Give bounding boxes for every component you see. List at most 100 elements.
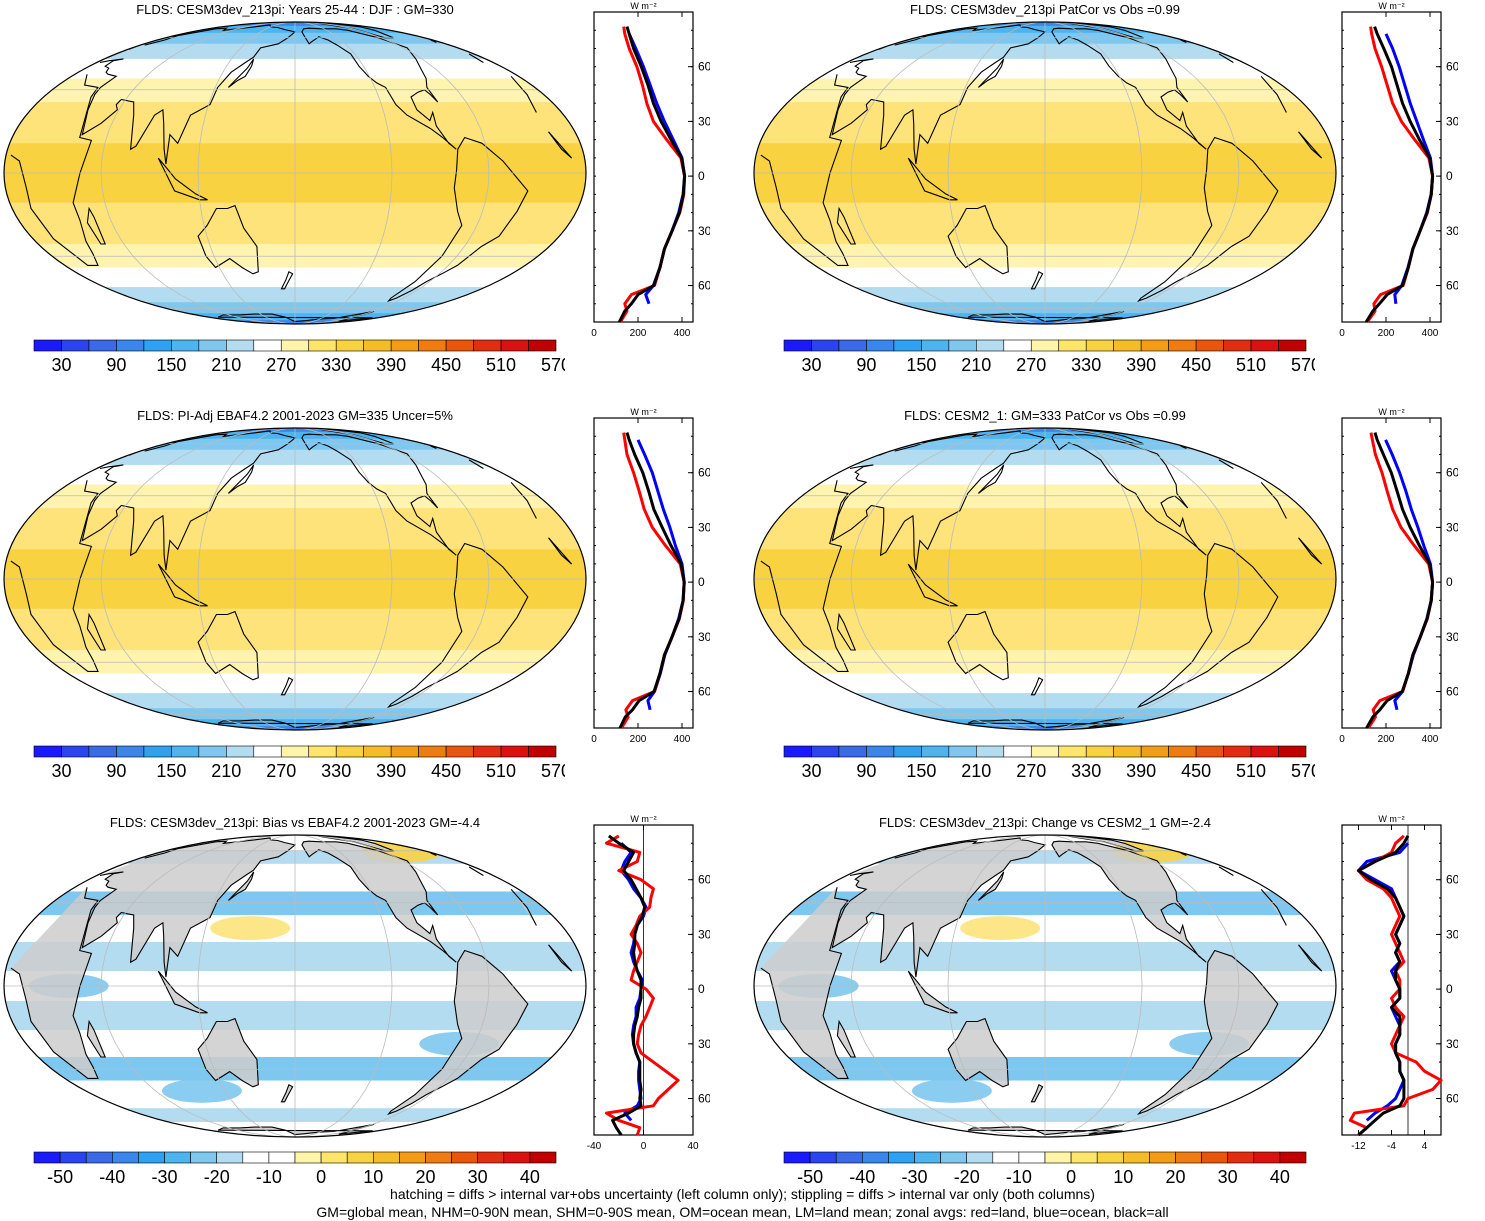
coastline-indonesia <box>907 970 958 1014</box>
colorbar-tick-label: 390 <box>376 355 406 375</box>
coastline-eurasia <box>81 24 484 165</box>
y-tick-label: 60N <box>1446 873 1458 887</box>
x-tick-label: 4 <box>1422 1141 1428 1152</box>
colorbar-box <box>1195 745 1224 758</box>
coastline-indonesia <box>907 563 958 607</box>
colorbar-box <box>280 745 310 758</box>
colorbar-box <box>346 1151 374 1164</box>
y-tick-label: 60N <box>1446 60 1458 74</box>
map-field <box>4 835 586 1137</box>
land-zonal-line <box>619 26 687 323</box>
colorbar-box <box>88 339 117 352</box>
panel-title: FLDS: CESM3dev_213pi: Change vs CESM2_1 … <box>878 815 1212 830</box>
x-tick-label: 200 <box>1378 734 1395 745</box>
colorbar-box <box>1085 745 1114 758</box>
colorbar-box <box>838 745 867 758</box>
colorbar-box <box>1096 1151 1124 1164</box>
coastline-nz <box>1030 271 1044 290</box>
colorbar-box <box>226 745 255 758</box>
y-tick-label: 30N <box>1446 520 1458 534</box>
colorbar-box <box>1278 745 1307 758</box>
colorbar-tick-label: 510 <box>486 355 516 375</box>
colorbar: 3090150210270330390450510570630 <box>33 745 565 781</box>
plot-frame <box>1341 417 1442 729</box>
land-zonal-line <box>604 834 680 1136</box>
colorbar-box <box>88 745 117 758</box>
colorbar-tick-label: -20 <box>204 1167 230 1187</box>
colorbar-box <box>1195 339 1224 352</box>
map <box>753 427 1337 731</box>
colorbar-box <box>1279 1151 1307 1164</box>
colorbar-box <box>451 1151 479 1164</box>
coastline-antarctica <box>217 310 375 324</box>
colorbar-box <box>268 1151 296 1164</box>
unit-label: W m⁻² <box>1378 1 1404 11</box>
colorbar-box <box>190 1151 218 1164</box>
panel-title: FLDS: CESM2_1: GM=333 PatCor vs Obs =0.9… <box>904 408 1186 423</box>
colorbar-tick-label: -10 <box>1006 1167 1032 1187</box>
coastline-madagascar <box>836 612 857 651</box>
colorbar-box <box>59 1151 87 1164</box>
colorbar-box <box>198 745 227 758</box>
y-tick-label: 0 <box>698 169 705 183</box>
colorbar-box <box>838 339 867 352</box>
colorbar-box <box>1201 1151 1229 1164</box>
x-tick-label: -40 <box>587 1141 602 1152</box>
colorbar-box <box>335 339 364 352</box>
y-tick-label: 0 <box>698 982 705 996</box>
x-tick-label: -12 <box>1351 1141 1366 1152</box>
colorbar: 3090150210270330390450510570630 <box>33 339 565 375</box>
x-tick-label: 200 <box>630 734 647 745</box>
colorbar-tick-label: 330 <box>1071 761 1101 781</box>
zonal-mean-plot: W m⁻² 60N 30N 0 30S 60S -40 0 40 <box>587 814 710 1152</box>
colorbar-box <box>811 339 840 352</box>
colorbar-box <box>320 1151 348 1164</box>
coastline-australia <box>197 204 259 275</box>
plot-frame <box>1341 11 1442 323</box>
colorbar-tick-label: 330 <box>321 355 351 375</box>
coastline-australia <box>197 1017 259 1088</box>
coastline-japan <box>978 871 1005 901</box>
colorbar-tick-label: 570 <box>1291 355 1315 375</box>
coastline-japan <box>228 58 255 88</box>
colorbar-box <box>445 339 474 352</box>
coastline-madagascar <box>86 612 107 651</box>
colorbar-box <box>308 745 337 758</box>
anomaly-patch <box>911 1078 992 1103</box>
x-tick-label: 200 <box>1378 328 1395 339</box>
footnote-line-1: hatching = diffs > internal var+obs unce… <box>390 1186 1095 1202</box>
colorbar-tick-label: 450 <box>1181 355 1211 375</box>
map <box>3 834 587 1138</box>
x-tick-label: 0 <box>1339 734 1345 745</box>
colorbar-box <box>477 1151 505 1164</box>
y-tick-label: 30S <box>698 630 710 644</box>
colorbar-tick-label: 270 <box>266 355 296 375</box>
colorbar-tick-label: 30 <box>468 1167 488 1187</box>
y-tick-label: 30N <box>698 927 710 941</box>
zonal-mean-plot: W m⁻² 60N 30N 0 30S 60S 0 200 400 <box>1339 1 1458 339</box>
y-tick-label: 0 <box>1446 575 1453 589</box>
colorbar-tick-label: 30 <box>1218 1167 1238 1187</box>
map-field <box>4 22 586 324</box>
y-tick-label: 60N <box>698 60 710 74</box>
colorbar-box <box>390 745 419 758</box>
colorbar-box <box>1253 1151 1281 1164</box>
colorbar-box <box>399 1151 426 1164</box>
colorbar-box <box>61 745 90 758</box>
colorbar-box <box>280 339 310 352</box>
colorbar-box <box>888 1151 915 1164</box>
coastline-antarctica <box>217 716 375 730</box>
colorbar-box <box>1030 745 1060 758</box>
colorbar-box <box>976 339 1005 352</box>
coastline-indonesia <box>157 157 208 201</box>
colorbar-box <box>445 745 474 758</box>
colorbar-box <box>1149 1151 1176 1164</box>
panel-title: FLDS: CESM3dev_213pi: Years 25-44 : DJF … <box>136 2 454 17</box>
map <box>3 21 587 325</box>
y-tick-label: 30N <box>1446 927 1458 941</box>
colorbar-box <box>294 1151 322 1164</box>
y-tick-label: 30S <box>1446 630 1458 644</box>
unit-label: W m⁻² <box>630 814 656 824</box>
colorbar-box <box>921 745 950 758</box>
colorbar-tick-label: 90 <box>856 355 876 375</box>
